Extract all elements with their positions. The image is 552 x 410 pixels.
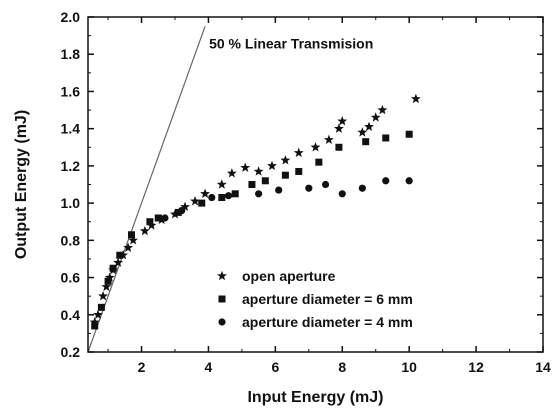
data-point-star bbox=[377, 104, 388, 115]
data-point-circle bbox=[224, 192, 233, 200]
data-point-square bbox=[127, 231, 135, 239]
x-tick-label: 12 bbox=[468, 359, 484, 375]
y-tick-label: 0.2 bbox=[61, 344, 81, 360]
x-tick-label: 4 bbox=[205, 359, 213, 375]
x-tick-label: 6 bbox=[271, 359, 279, 375]
data-point-square bbox=[97, 303, 105, 311]
data-point-star bbox=[410, 93, 421, 104]
data-point-star bbox=[93, 309, 103, 319]
y-tick-label: 1.6 bbox=[61, 83, 81, 99]
data-point-star bbox=[113, 257, 124, 267]
data-points-layer bbox=[89, 93, 421, 330]
data-point-square bbox=[146, 218, 154, 226]
data-point-star bbox=[364, 121, 374, 132]
data-point-circle bbox=[161, 214, 169, 222]
data-point-circle bbox=[208, 193, 216, 202]
data-point-circle bbox=[405, 177, 413, 185]
data-point-circle bbox=[338, 190, 346, 198]
y-tick-label: 1.2 bbox=[61, 158, 81, 174]
data-point-square bbox=[174, 208, 182, 216]
y-axis-title: Output Energy (mJ) bbox=[13, 110, 30, 259]
data-point-circle bbox=[382, 177, 390, 185]
reference-line-layer bbox=[87, 26, 206, 353]
legend-marker-star bbox=[217, 270, 227, 281]
data-point-square bbox=[382, 134, 390, 142]
legend-label: open aperture bbox=[242, 268, 336, 284]
y-tick-label: 1.8 bbox=[61, 46, 81, 62]
data-point-square bbox=[362, 138, 370, 146]
y-tick-label: 0.8 bbox=[61, 232, 81, 248]
data-point-circle bbox=[321, 180, 330, 189]
data-point-circle bbox=[358, 184, 366, 192]
data-point-square bbox=[405, 130, 413, 138]
legend-marker-circle bbox=[218, 318, 226, 326]
data-point-circle bbox=[178, 206, 186, 215]
data-point-star bbox=[333, 123, 344, 133]
legend-label: aperture diameter = 6 mm bbox=[242, 291, 413, 307]
reference-line-label: 50 % Linear Transmision bbox=[209, 36, 373, 52]
data-point-square bbox=[281, 171, 289, 179]
legend: open aperture aperture diameter = 6 mm ape… bbox=[217, 268, 413, 330]
x-tick-label: 2 bbox=[138, 359, 146, 375]
legend-marker-square bbox=[218, 295, 226, 303]
data-point-star bbox=[357, 127, 368, 137]
x-tick-label: 14 bbox=[535, 359, 551, 375]
y-tick-label: 0.4 bbox=[61, 307, 81, 323]
data-point-star bbox=[293, 147, 304, 158]
data-point-star bbox=[240, 162, 251, 172]
y-tick-label: 2.0 bbox=[61, 9, 81, 25]
data-point-star bbox=[253, 166, 264, 176]
data-point-square bbox=[109, 264, 117, 272]
data-point-star bbox=[123, 242, 134, 252]
data-point-star bbox=[139, 225, 150, 236]
data-point-star bbox=[370, 112, 381, 122]
data-point-star bbox=[267, 160, 277, 171]
data-point-star bbox=[323, 134, 334, 145]
data-point-square bbox=[91, 322, 99, 330]
data-point-square bbox=[154, 214, 162, 222]
data-point-star bbox=[101, 281, 112, 292]
data-point-square bbox=[335, 143, 343, 151]
data-point-star bbox=[128, 235, 139, 245]
x-tick-label: 8 bbox=[338, 359, 346, 375]
y-tick-label: 1.0 bbox=[61, 195, 81, 211]
x-tick-label: 10 bbox=[401, 359, 417, 375]
data-point-square bbox=[315, 158, 323, 166]
y-tick-label: 0.6 bbox=[61, 270, 81, 286]
data-point-square bbox=[261, 177, 269, 185]
data-point-square bbox=[198, 199, 206, 207]
data-point-square bbox=[231, 190, 239, 198]
data-point-star bbox=[98, 290, 108, 301]
data-point-circle bbox=[275, 186, 283, 194]
x-axis-title: Input Energy (mJ) bbox=[247, 389, 383, 406]
data-point-square bbox=[116, 251, 124, 259]
data-point-star bbox=[104, 272, 115, 282]
data-point-star bbox=[226, 168, 237, 178]
data-point-star bbox=[280, 155, 291, 165]
data-point-star bbox=[180, 201, 190, 212]
data-point-star bbox=[310, 142, 321, 152]
data-point-star bbox=[200, 188, 211, 199]
data-point-square bbox=[218, 194, 226, 202]
reference-line bbox=[87, 26, 206, 353]
data-point-star bbox=[337, 116, 348, 126]
axis-ticks-layer: 2 4 6 8 10 12 14 0.2 0.4 0.6 0.8 1.0 1.2 1.4 1.6 1.8 2.0 bbox=[61, 9, 551, 375]
data-point-circle bbox=[255, 190, 263, 198]
data-point-square bbox=[104, 277, 112, 285]
data-point-circle bbox=[305, 184, 313, 192]
y-tick-label: 1.4 bbox=[61, 121, 81, 137]
data-point-square bbox=[248, 181, 256, 188]
data-point-star bbox=[89, 317, 100, 327]
data-point-star bbox=[216, 179, 227, 189]
data-point-star bbox=[190, 196, 200, 206]
legend-label: aperture diameter = 4 mm bbox=[242, 314, 413, 330]
data-point-square bbox=[295, 167, 303, 175]
